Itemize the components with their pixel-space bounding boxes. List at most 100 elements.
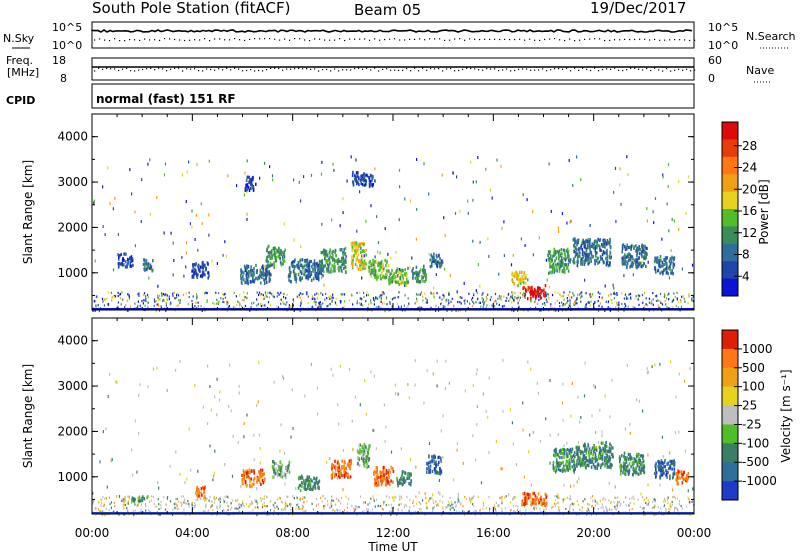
power-noise-pixel	[360, 297, 362, 300]
velocity-noise-pixel	[479, 510, 481, 513]
power-sparse-pixel	[114, 196, 116, 200]
power-echo-pixel	[363, 263, 365, 267]
power-echo-pixel	[554, 268, 556, 272]
power-noise-pixel	[440, 303, 442, 306]
velocity-echo-pixel	[400, 481, 402, 485]
power-echo-pixel	[295, 277, 297, 281]
power-echo-pixel	[266, 263, 269, 267]
power-echo-pixel	[356, 265, 359, 269]
velocity-echo-pixel	[439, 472, 442, 476]
power-sparse-pixel	[185, 200, 187, 203]
power-sparse-pixel	[303, 175, 305, 179]
power-noise-pixel	[491, 304, 493, 307]
velocity-noise-pixel	[223, 500, 226, 503]
velocity-sparse-pixel	[444, 387, 447, 390]
nave-label: Nave	[746, 64, 774, 77]
velocity-noise-pixel	[137, 497, 139, 500]
velocity-noise-pixel	[127, 502, 129, 505]
nave-point	[574, 67, 576, 69]
power-noise-pixel	[139, 304, 141, 307]
power-sparse-pixel	[661, 237, 663, 241]
velocity-echo-pixel	[281, 475, 283, 479]
velocity-echo-pixel	[276, 472, 279, 476]
power-echo-pixel	[384, 258, 386, 262]
velocity-echo-pixel	[338, 466, 340, 470]
power-echo-pixel	[436, 263, 439, 267]
power-echo-pixel	[359, 266, 361, 271]
nsearch-point	[264, 38, 266, 40]
power-echo-pixel	[381, 265, 383, 269]
power-data	[92, 155, 695, 313]
velocity-sparse-pixel	[640, 492, 642, 496]
power-noise-pixel	[585, 303, 587, 306]
velocity-sparse-pixel	[512, 442, 514, 446]
power-echo-pixel	[657, 261, 659, 265]
nsearch-point	[309, 40, 311, 42]
power-echo-pixel	[594, 252, 597, 256]
power-noise-pixel	[441, 298, 443, 301]
velocity-sparse-pixel	[537, 391, 540, 395]
power-noise-pixel	[160, 305, 162, 308]
power-sparse-pixel	[666, 202, 668, 206]
velocity-sparse-pixel	[438, 479, 440, 482]
power-echo-pixel	[415, 270, 417, 274]
velocity-noise-pixel	[496, 513, 498, 516]
power-echo-pixel	[595, 251, 598, 255]
power-echo-pixel	[267, 260, 269, 264]
power-echo-pixel	[576, 264, 579, 268]
velocity-noise-pixel	[165, 503, 167, 506]
velocity-sparse-pixel	[407, 383, 409, 386]
power-colorbar-label: Power [dB]	[757, 179, 771, 244]
power-echo-pixel	[332, 249, 334, 253]
power-sparse-pixel	[293, 178, 295, 182]
power-echo-pixel	[602, 250, 605, 254]
nsearch-point	[374, 38, 376, 40]
power-noise-pixel	[282, 301, 284, 304]
velocity-echo-pixel	[203, 491, 205, 495]
power-echo-pixel	[609, 237, 611, 241]
power-noise-pixel	[265, 294, 267, 297]
power-echo-pixel	[532, 293, 534, 297]
power-sparse-pixel	[227, 174, 229, 178]
velocity-noise-pixel	[110, 501, 113, 504]
power-sparse-pixel	[647, 260, 649, 264]
power-echo-pixel	[394, 275, 397, 279]
velocity-data	[92, 358, 695, 517]
velocity-noise-pixel	[512, 510, 515, 513]
nave-point	[586, 68, 588, 70]
velocity-noise-pixel	[121, 499, 123, 502]
power-echo-pixel	[519, 270, 521, 274]
power-noise-pixel	[674, 296, 676, 299]
power-echo-pixel	[566, 265, 569, 270]
velocity-noise-pixel	[104, 497, 106, 500]
power-echo-pixel	[369, 272, 372, 276]
nave-point	[666, 67, 668, 70]
power-echo-pixel	[396, 267, 399, 271]
power-echo-pixel	[436, 255, 438, 259]
power-echo-pixel	[529, 289, 532, 293]
power-noise-pixel	[178, 303, 180, 306]
nsearch-point	[114, 38, 116, 40]
cpid-label: CPID	[6, 94, 35, 107]
power-noise-pixel	[97, 296, 99, 299]
power-noise-pixel	[97, 304, 99, 307]
power-echo-pixel	[549, 270, 551, 274]
power-echo-pixel	[305, 269, 308, 273]
velocity-echo-pixel	[343, 473, 345, 477]
nave-point	[462, 68, 464, 70]
velocity-sparse-pixel	[573, 484, 575, 488]
power-echo-pixel	[244, 266, 247, 270]
power-echo-pixel	[385, 273, 387, 277]
velocity-noise-pixel	[323, 507, 325, 511]
velocity-echo-pixel	[345, 471, 347, 475]
nave-point	[550, 69, 552, 71]
power-echo-pixel	[380, 277, 382, 281]
power-echo-pixel	[151, 269, 153, 273]
velocity-echo-pixel	[334, 475, 336, 479]
power-noise-pixel	[683, 297, 685, 300]
velocity-echo-pixel	[140, 496, 143, 500]
power-echo-pixel	[334, 259, 336, 263]
power-noise-pixel	[144, 304, 146, 307]
power-sparse-pixel	[532, 210, 534, 214]
power-echo-pixel	[551, 264, 554, 268]
